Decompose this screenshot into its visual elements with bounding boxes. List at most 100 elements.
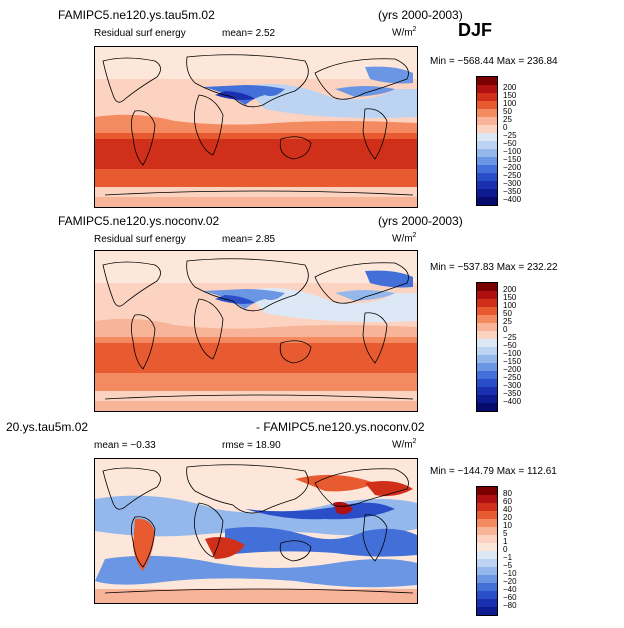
colorbar-swatch: [477, 149, 497, 157]
colorbar-tick: −50: [503, 139, 517, 148]
colorbar-tick: −50: [503, 341, 517, 350]
colorbar-swatch: [477, 133, 497, 141]
colorbar-labels-difference: 80 60 40 20 10 5 1 0 −1 −5 −10 −20 −40 −…: [503, 490, 517, 610]
colorbar-tick: −300: [503, 381, 522, 390]
colorbar-swatch: [477, 379, 497, 387]
colorbar-swatch: [477, 93, 497, 101]
colorbar-tick: −10: [503, 569, 517, 578]
colorbar-tick: −150: [503, 357, 522, 366]
colorbar-swatch: [477, 503, 497, 511]
colorbar-swatch: [477, 607, 497, 615]
colorbar-swatch: [477, 157, 497, 165]
colorbar-swatch: [477, 363, 497, 371]
colorbar-tick: −250: [503, 171, 522, 180]
colorbar-swatch: [477, 567, 497, 575]
colorbar-swatch: [477, 165, 497, 173]
colorbar-swatch: [477, 197, 497, 205]
colorbar-tick: −200: [503, 163, 522, 172]
colorbar-swatch: [477, 339, 497, 347]
colorbar-tick: −350: [503, 389, 522, 398]
colorbar-swatch: [477, 315, 497, 323]
colorbar-swatch: [477, 599, 497, 607]
colorbar-tick: 150: [503, 91, 517, 100]
panel-title: FAMIPC5.ne120.ys.noconv.02: [58, 214, 220, 228]
colorbar-swatch: [477, 543, 497, 551]
colorbar-tick: 50: [503, 309, 512, 318]
min-max-label: Min = −144.79 Max = 112.61: [430, 466, 557, 477]
colorbar-tick: 100: [503, 99, 517, 108]
colorbar-swatch: [477, 299, 497, 307]
colorbar-swatch: [477, 487, 497, 495]
rmse-value: rmse = 18.90: [222, 440, 281, 451]
colorbar-tick: −100: [503, 349, 522, 358]
colorbar-swatch: [477, 355, 497, 363]
colorbar-tick: −25: [503, 333, 517, 342]
colorbar-swatch: [477, 181, 497, 189]
colorbar-tick: 40: [503, 505, 512, 514]
units-label: W/m2: [392, 438, 417, 451]
panel-years: (yrs 2000-2003): [378, 8, 463, 22]
panel-title: FAMIPC5.ne120.ys.tau5m.02: [58, 8, 215, 22]
colorbar-tick: 150: [503, 293, 517, 302]
colorbar-tick: 0: [503, 325, 508, 334]
colorbar-tick: −100: [503, 147, 522, 156]
panel-title-left: 20.ys.tau5m.02: [6, 420, 89, 434]
colorbar-swatch: [477, 85, 497, 93]
colorbar-tick: 0: [503, 545, 508, 554]
colorbar-swatch: [477, 371, 497, 379]
units-label: W/m2: [392, 232, 417, 245]
colorbar-tick: −5: [503, 561, 513, 570]
colorbar-tick: −400: [503, 397, 522, 406]
colorbar-tick: −150: [503, 155, 522, 164]
colorbar-tick: −300: [503, 179, 522, 188]
colorbar-swatch: [477, 189, 497, 197]
mean-value: mean = −0.33: [94, 440, 156, 451]
colorbar-tick: 200: [503, 285, 517, 294]
colorbar-tick: −1: [503, 553, 513, 562]
colorbar-tick: −80: [503, 601, 517, 610]
world-map-difference: [94, 458, 418, 604]
colorbar-tau5m: [476, 76, 498, 206]
colorbar-swatch: [477, 109, 497, 117]
colorbar-tick: −250: [503, 373, 522, 382]
colorbar-tick: −200: [503, 365, 522, 374]
colorbar-swatch: [477, 591, 497, 599]
colorbar-swatch: [477, 283, 497, 291]
colorbar-swatch: [477, 535, 497, 543]
colorbar-swatch: [477, 387, 497, 395]
colorbar-swatch: [477, 559, 497, 567]
world-map-tau5m: [94, 46, 418, 208]
colorbar-tick: 100: [503, 301, 517, 310]
colorbar-swatch: [477, 77, 497, 85]
colorbar-tick: 10: [503, 521, 512, 530]
colorbar-tick: −400: [503, 195, 522, 204]
colorbar-swatch: [477, 551, 497, 559]
colorbar-tick: 5: [503, 529, 508, 538]
colorbar-swatch: [477, 307, 497, 315]
colorbar-swatch: [477, 519, 497, 527]
colorbar-swatch: [477, 527, 497, 535]
season-label: DJF: [458, 20, 493, 40]
colorbar-tick: −60: [503, 593, 517, 602]
colorbar-labels-tau5m: 200 150 100 50 25 0 −25 −50 −100 −150 −2…: [503, 84, 521, 204]
colorbar-swatch: [477, 323, 497, 331]
colorbar-swatch: [477, 495, 497, 503]
colorbar-tick: 1: [503, 537, 508, 546]
panel-title-right: - FAMIPC5.ne120.ys.noconv.02: [256, 420, 425, 434]
min-max-label: Min = −568.44 Max = 236.84: [430, 56, 558, 67]
mean-value: mean= 2.85: [222, 234, 276, 245]
variable-label: Residual surf energy: [94, 234, 186, 245]
colorbar-tick: 60: [503, 497, 512, 506]
colorbar-tick: 50: [503, 107, 512, 116]
colorbar-noconv: [476, 282, 498, 412]
min-max-label: Min = −537.83 Max = 232.22: [430, 262, 558, 273]
colorbar-tick: −20: [503, 577, 517, 586]
colorbar-tick: 25: [503, 317, 512, 326]
colorbar-swatch: [477, 125, 497, 133]
colorbar-swatch: [477, 575, 497, 583]
colorbar-tick: 0: [503, 123, 508, 132]
colorbar-tick: 200: [503, 83, 517, 92]
colorbar-swatch: [477, 511, 497, 519]
variable-label: Residual surf energy: [94, 28, 186, 39]
world-map-noconv: [94, 250, 418, 412]
